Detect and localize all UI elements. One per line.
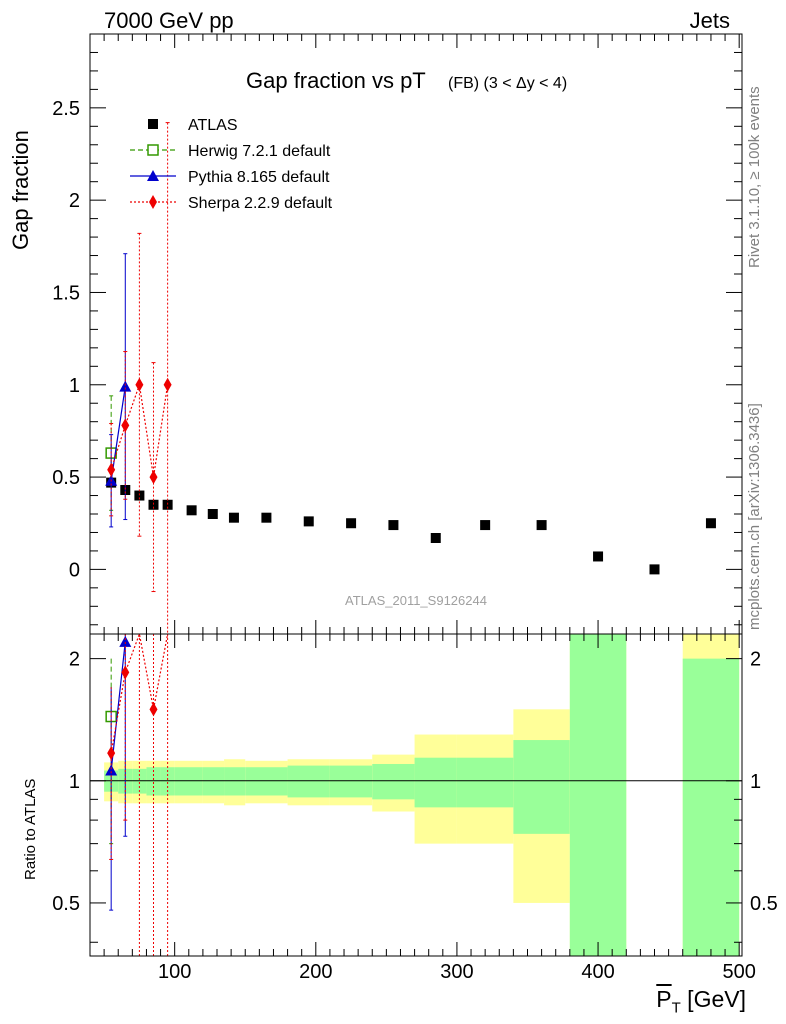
data-point: [163, 377, 172, 392]
ratio-band-inner: [174, 767, 203, 796]
ratio-plot-frame: [89, 633, 743, 957]
ratio-band-inner: [329, 765, 373, 798]
axis-ticks: [90, 34, 742, 956]
ratio-tick-label-left: 0.5: [52, 893, 80, 915]
ratio-band-inner: [202, 767, 225, 796]
y-tick-label: 2: [69, 190, 80, 212]
data-point: [121, 418, 130, 433]
y-tick-label: 1: [69, 375, 80, 397]
data-point: [346, 518, 357, 529]
x-tick-label: 200: [299, 961, 332, 983]
x-tick-label: 400: [581, 961, 614, 983]
legend-marker: [148, 119, 158, 129]
data-point: [388, 520, 399, 531]
legend-marker: [147, 170, 159, 181]
ratio-uncertainty-bands: [90, 634, 742, 956]
ratio-band-inner: [682, 658, 740, 956]
legend-entry: Herwig 7.2.1 default: [130, 143, 331, 160]
analysis-watermark: ATLAS_2011_S9126244: [345, 593, 487, 608]
legend-label: Sherpa 2.2.9 default: [188, 195, 333, 212]
data-point: [480, 520, 491, 531]
series-line: [110, 386, 126, 481]
ratio-tick-label-right: 0.5: [750, 893, 778, 915]
data-point: [148, 499, 159, 510]
ratio-band-inner: [287, 765, 330, 798]
legend-entry: Sherpa 2.2.9 default: [130, 195, 333, 212]
data-point: [107, 462, 116, 477]
data-point: [228, 512, 239, 523]
x-axis-label: PT [GeV]: [656, 986, 746, 1017]
ratio-band-inner: [513, 740, 570, 834]
ratio-band-inner: [160, 767, 175, 796]
ratio-band-inner: [414, 757, 457, 808]
y-tick-label: 1.5: [52, 282, 80, 304]
series-diamond: [107, 122, 172, 634]
x-tick-label: 500: [722, 961, 755, 983]
ratio-point: [105, 764, 118, 776]
ratio-band-inner: [245, 767, 288, 796]
y-tick-label: 0: [69, 559, 80, 581]
legend-label: Herwig 7.2.1 default: [188, 143, 331, 160]
chart-title: Gap fraction vs pT: [246, 68, 426, 93]
data-point: [186, 505, 197, 516]
data-point: [135, 377, 144, 392]
data-point: [207, 509, 218, 519]
data-point: [261, 512, 272, 523]
ratio-tick-label-right: 2: [750, 649, 761, 671]
legend-marker: [147, 144, 159, 156]
legend: ATLAS Herwig 7.2.1 default Pythia 8.165 de…: [130, 117, 333, 212]
header-right-label: Jets: [689, 8, 730, 33]
legend-label: ATLAS: [188, 117, 238, 134]
ratio-line: [110, 641, 126, 771]
tick-labels: 100 200 300 400 500 0 0.5 1 1.5 2 2.5 0.5 0.5 1 1 2 2: [52, 98, 778, 983]
x-tick-label: 100: [158, 961, 191, 983]
data-point: [134, 490, 145, 501]
data-series: [105, 122, 716, 956]
data-point: [430, 533, 441, 543]
y-tick-label: 2.5: [52, 98, 80, 120]
chart-title-suffix: (FB) (3 < Δy < 4): [448, 75, 567, 92]
ratio-point: [107, 746, 116, 761]
legend-entry: Pythia 8.165 default: [130, 169, 330, 186]
ratio-band-inner: [569, 634, 627, 956]
ratio-band-inner: [372, 763, 415, 800]
data-point: [162, 499, 173, 510]
x-tick-label: 300: [440, 961, 473, 983]
data-point: [303, 516, 314, 527]
ratio-band-inner: [146, 767, 161, 796]
legend-label: Pythia 8.165 default: [188, 169, 330, 186]
data-point: [705, 518, 716, 529]
ratio-tick-label-right: 1: [750, 771, 761, 793]
ratio-band-inner: [456, 757, 514, 808]
data-point: [649, 564, 660, 575]
ratio-band-inner: [224, 767, 246, 796]
ratio-point: [149, 702, 158, 717]
header-left-label: 7000 GeV pp: [104, 8, 234, 33]
ratio-point: [119, 635, 132, 647]
data-point: [119, 380, 132, 392]
legend-marker: [149, 195, 157, 209]
legend-entry: ATLAS: [148, 117, 238, 134]
ratio-line: [110, 631, 169, 754]
ratio-point: [121, 665, 130, 680]
ratio-tick-label-left: 2: [69, 649, 80, 671]
series-square: [106, 477, 716, 575]
ratio-series-diamond: [107, 631, 169, 956]
data-point: [536, 520, 547, 531]
ratio-tick-label-left: 1: [69, 771, 80, 793]
data-point: [149, 470, 158, 485]
data-point: [593, 551, 604, 562]
y-tick-label: 0.5: [52, 467, 80, 489]
